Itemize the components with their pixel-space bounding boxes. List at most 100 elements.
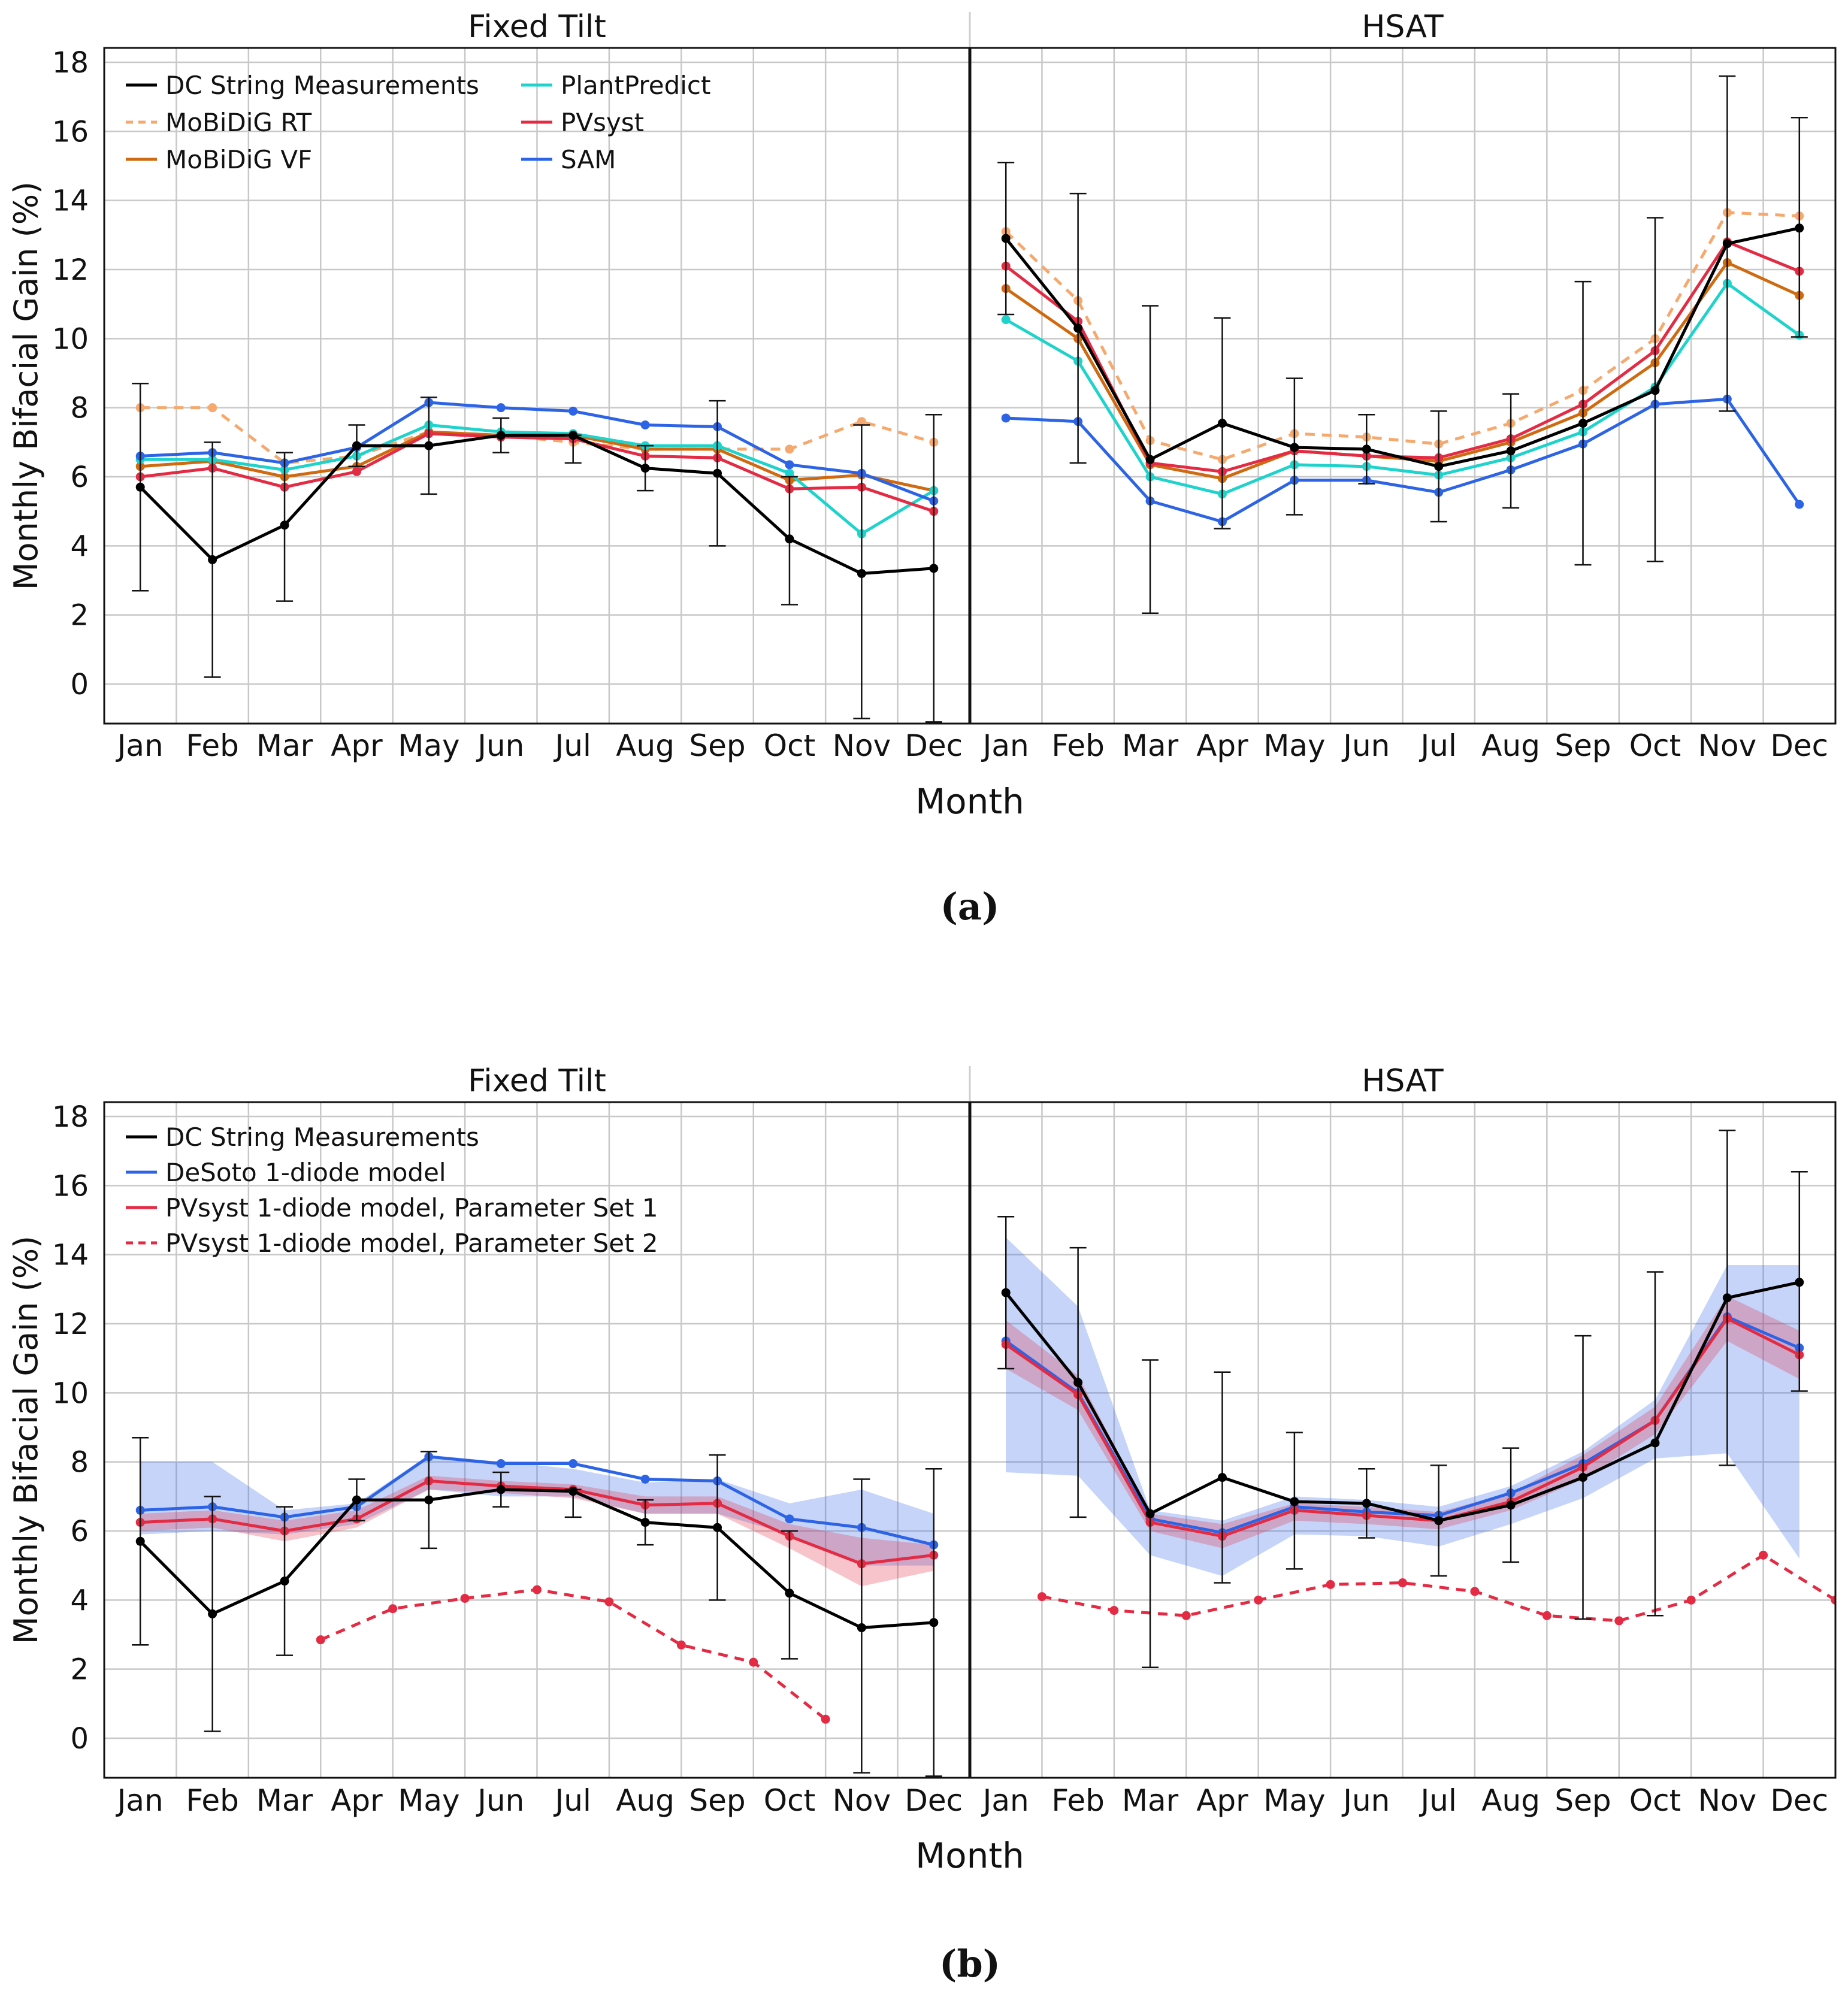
data-point bbox=[1578, 1473, 1588, 1482]
x-tick-label: Feb bbox=[186, 728, 239, 763]
x-tick-label: Feb bbox=[1051, 1783, 1105, 1818]
x-tick-label: Jan bbox=[981, 1783, 1029, 1818]
series-dc bbox=[997, 75, 1808, 615]
data-point bbox=[1759, 1550, 1768, 1560]
x-tick-label: Sep bbox=[689, 728, 745, 763]
y-axis-label: Monthly Bifacial Gain (%) bbox=[7, 1236, 45, 1644]
data-point bbox=[1650, 386, 1660, 395]
legend-label-dc: DC String Measurements bbox=[165, 1122, 479, 1152]
legend-label-dc: DC String Measurements bbox=[165, 71, 479, 100]
x-tick-label: Jun bbox=[1341, 728, 1390, 763]
band-ps1 bbox=[1006, 1296, 1799, 1548]
data-point bbox=[496, 431, 506, 440]
data-point bbox=[1506, 446, 1516, 456]
y-tick-label: 12 bbox=[52, 1308, 89, 1341]
y-tick-label: 6 bbox=[70, 461, 89, 494]
gridlines bbox=[104, 48, 1835, 724]
panel-title: HSAT bbox=[1362, 1063, 1444, 1099]
y-tick-label: 4 bbox=[70, 529, 89, 563]
data-point bbox=[676, 1640, 686, 1650]
data-point bbox=[1001, 1288, 1011, 1297]
plot-area bbox=[132, 1129, 1835, 1777]
x-tick-label: Sep bbox=[1554, 728, 1611, 763]
data-point bbox=[929, 564, 939, 573]
data-point bbox=[1795, 500, 1804, 509]
x-tick-label: Apr bbox=[1196, 1783, 1248, 1818]
data-point bbox=[1001, 315, 1011, 325]
x-tick-label: Dec bbox=[1770, 1783, 1828, 1818]
x-axis-label: Month bbox=[915, 1835, 1024, 1876]
x-tick-label: Oct bbox=[764, 728, 815, 763]
x-tick-label: May bbox=[1263, 728, 1325, 763]
x-tick-label: Jun bbox=[476, 1783, 524, 1818]
x-tick-label: Nov bbox=[833, 1783, 891, 1818]
data-point bbox=[208, 555, 217, 564]
data-point bbox=[1831, 1595, 1835, 1605]
data-point bbox=[1145, 455, 1155, 464]
x-tick-label: Apr bbox=[331, 728, 383, 763]
data-point bbox=[1650, 1438, 1660, 1448]
series-pp bbox=[135, 420, 939, 538]
data-point bbox=[1109, 1606, 1119, 1615]
series-line bbox=[1005, 1281, 1800, 1523]
data-point bbox=[604, 1597, 614, 1606]
series-dc bbox=[132, 1437, 942, 1777]
data-point bbox=[1073, 323, 1083, 333]
data-point bbox=[424, 441, 434, 450]
data-point bbox=[640, 420, 650, 429]
data-point bbox=[208, 1609, 217, 1618]
panel-label: (b) bbox=[939, 1942, 1000, 1986]
legend-label-ps1: PVsyst 1-diode model, Parameter Set 1 bbox=[165, 1193, 658, 1223]
data-point bbox=[1398, 1578, 1407, 1587]
x-tick-label: Mar bbox=[256, 728, 313, 763]
band-desoto bbox=[1006, 1237, 1799, 1576]
chart-a: Fixed Tilt HSAT 0 2 4 6 8 10 12 14 16 18 Monthly Bif… bbox=[7, 9, 1837, 928]
data-point bbox=[1145, 1509, 1155, 1518]
legend: DC String Measurements MoBiDiG RT MoBiDiG … bbox=[126, 71, 710, 174]
data-point bbox=[1542, 1611, 1551, 1620]
data-point bbox=[1362, 444, 1371, 454]
series-line bbox=[139, 1488, 934, 1629]
x-tick-label: May bbox=[1263, 1783, 1325, 1818]
data-point bbox=[857, 1623, 866, 1632]
x-tick-label: Jun bbox=[476, 728, 524, 763]
data-point bbox=[460, 1593, 470, 1603]
x-tick-label: Nov bbox=[1698, 728, 1757, 763]
data-point bbox=[1181, 1611, 1191, 1620]
y-tick-label: 0 bbox=[70, 668, 89, 701]
data-point bbox=[929, 1618, 939, 1627]
data-point bbox=[1470, 1587, 1480, 1596]
band-ps1 bbox=[140, 1475, 934, 1587]
data-point bbox=[496, 403, 506, 413]
x-tick-label: Aug bbox=[616, 728, 675, 763]
x-tick-label: Jul bbox=[554, 1783, 591, 1818]
data-point bbox=[1362, 1499, 1371, 1508]
data-point bbox=[1217, 419, 1227, 428]
y-tick-label: 10 bbox=[52, 1376, 89, 1410]
y-tick-label: 6 bbox=[70, 1515, 89, 1548]
panel-title: Fixed Tilt bbox=[468, 1063, 606, 1099]
data-point bbox=[857, 568, 866, 578]
data-point bbox=[352, 441, 361, 450]
panel-title: HSAT bbox=[1362, 9, 1444, 45]
data-point bbox=[496, 1485, 506, 1494]
x-tick-label: Jan bbox=[116, 728, 164, 763]
y-tick-label: 14 bbox=[52, 1239, 89, 1272]
series-dc bbox=[132, 383, 942, 723]
data-point bbox=[388, 1604, 398, 1614]
gridlines bbox=[104, 1102, 1835, 1778]
x-tick-label: Dec bbox=[905, 1783, 963, 1818]
data-point bbox=[533, 1585, 542, 1594]
data-point bbox=[568, 1459, 578, 1469]
data-point bbox=[352, 1495, 361, 1505]
data-point bbox=[568, 406, 578, 416]
series-line bbox=[140, 432, 934, 513]
data-point bbox=[135, 482, 145, 492]
x-tick-label: Mar bbox=[1122, 728, 1179, 763]
legend: DC String Measurements DeSoto 1-diode mod… bbox=[126, 1122, 658, 1258]
data-point bbox=[785, 468, 794, 478]
data-point bbox=[713, 1523, 722, 1532]
series-ps2 bbox=[1037, 1550, 1835, 1626]
x-tick-label: Aug bbox=[1481, 728, 1540, 763]
series-line bbox=[140, 423, 935, 535]
